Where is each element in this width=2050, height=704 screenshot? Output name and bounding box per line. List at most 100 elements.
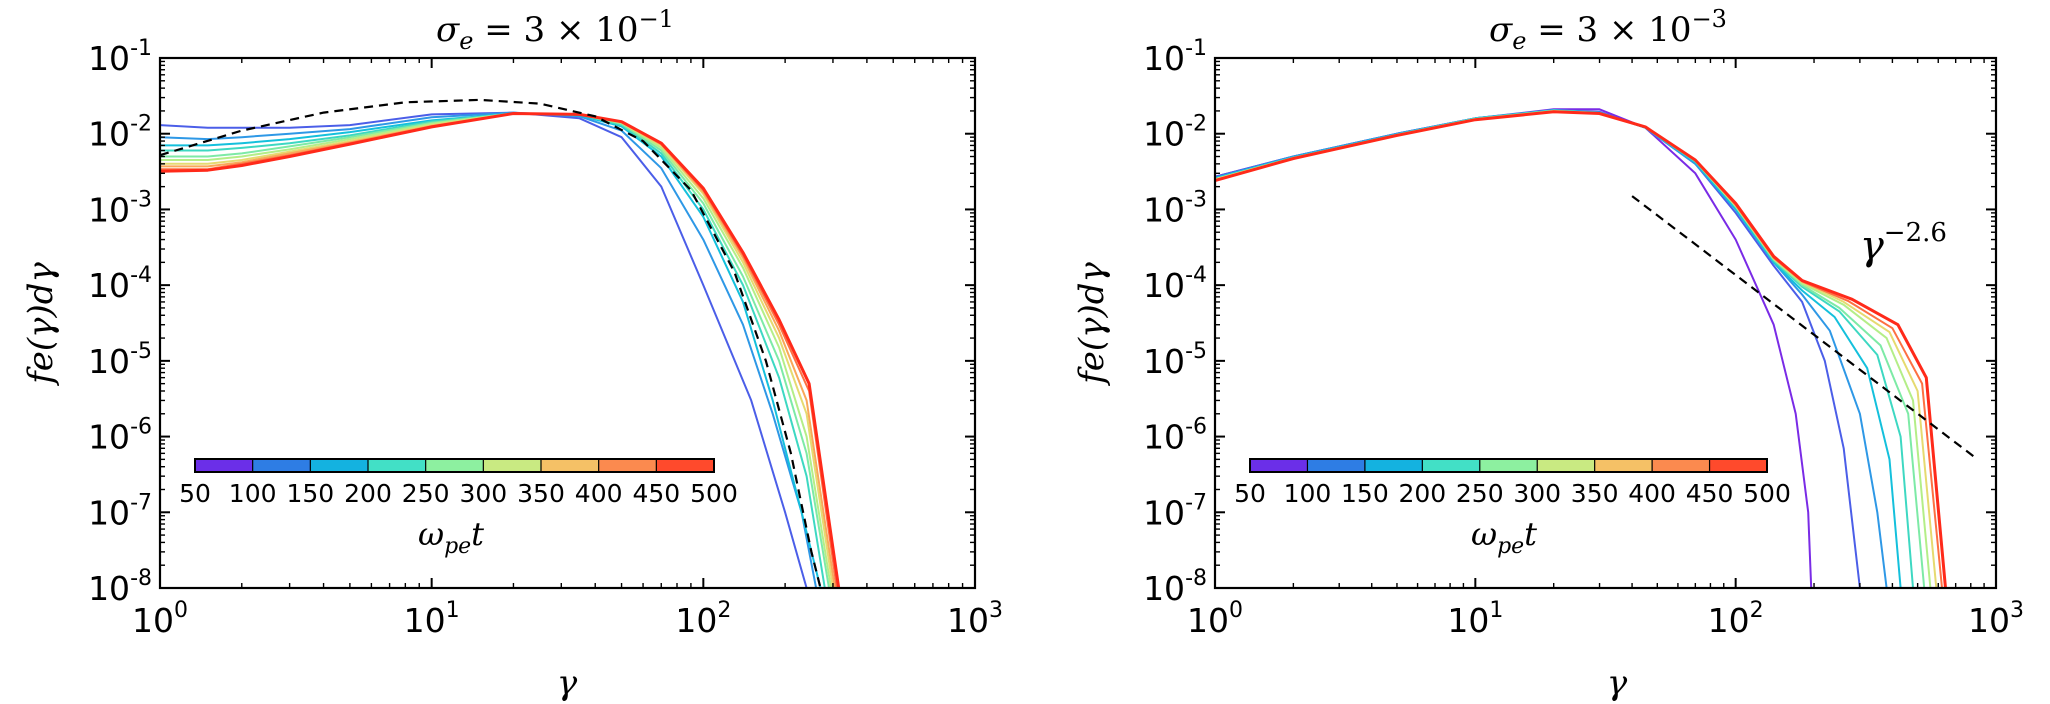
colorbar-tick-label: 500	[1743, 479, 1791, 508]
colorbar-segment	[1709, 459, 1768, 472]
y-tick-label: 10-1	[88, 36, 152, 78]
y-tick-label: 10-7	[1143, 490, 1207, 532]
colorbar-tick-label: 300	[1513, 479, 1561, 508]
left-colorbar-label: ωpet	[418, 515, 484, 559]
colorbar-segment	[541, 459, 600, 472]
y-tick-label: 10-3	[88, 187, 152, 229]
right-chart-title: σe = 3 × 10−3	[1489, 5, 1727, 55]
reference-line-fit	[160, 98, 822, 588]
colorbar-outline	[194, 458, 715, 473]
series-line-200	[1215, 109, 1902, 588]
right-y-axis-label: fe(γ)dγ	[1072, 262, 1112, 387]
x-tick-label: 102	[1708, 598, 1764, 640]
left-chart-lines	[160, 98, 841, 588]
y-tick-label: 10-7	[88, 490, 152, 532]
left-axis-ticks: 100 101 102 103 10-8 10-7 10-6 10-5 10-4 10-3 10-2…	[88, 36, 1003, 640]
x-tick-label: 103	[947, 598, 1003, 640]
series-line-50	[1215, 108, 1813, 588]
colorbar-segment	[1250, 459, 1308, 472]
right-colorbar-label: ωpet	[1471, 515, 1537, 559]
colorbar-tick-label: 200	[1398, 479, 1446, 508]
series-line-300	[1215, 109, 1926, 588]
y-tick-label: 10-4	[1143, 263, 1207, 305]
y-tick-label: 10-5	[1143, 339, 1207, 381]
x-tick-label: 101	[404, 598, 460, 640]
series-line-150	[160, 112, 822, 588]
colorbar-segment	[598, 459, 657, 472]
colorbar-tick-label: 250	[1456, 479, 1504, 508]
reference-line-power-law	[1631, 195, 1979, 461]
x-tick-label: 103	[1968, 598, 2024, 640]
series-line-250	[160, 112, 830, 588]
colorbar-tick-label: 450	[632, 479, 680, 508]
y-tick-label: 10-1	[1143, 36, 1207, 78]
colorbar-segment	[252, 459, 311, 472]
colorbar-tick-label: 50	[1234, 479, 1266, 508]
right-annotations: γ−2.6	[1860, 218, 1947, 269]
colorbar-tick-label: 100	[229, 479, 277, 508]
right-axis-ticks: 100 101 102 103 10-8 10-7 10-6 10-5 10-4 10-3 10-2…	[1143, 36, 2024, 640]
colorbar-tick-label: 350	[517, 479, 565, 508]
x-tick-label: 102	[675, 598, 731, 640]
series-line-400	[1215, 110, 1938, 588]
colorbar-segment	[1307, 459, 1366, 472]
colorbar-tick-label: 150	[1341, 479, 1389, 508]
series-line-500	[1215, 110, 1947, 588]
colorbar-tick-label: 400	[1628, 479, 1676, 508]
colorbar-tick-label: 500	[690, 479, 738, 508]
series-line-400	[160, 112, 836, 588]
colorbar-segment	[1364, 459, 1423, 472]
colorbar-segment	[368, 459, 427, 472]
y-tick-label: 10-6	[1143, 415, 1207, 457]
colorbar-segment	[1652, 459, 1711, 472]
colorbar-segment	[1537, 459, 1596, 472]
colorbar-segment	[425, 459, 484, 472]
series-line-100	[160, 111, 818, 588]
right-plot-frame	[1213, 56, 1998, 590]
left-plot-frame	[158, 56, 977, 590]
y-tick-label: 10-3	[1143, 187, 1207, 229]
x-tick-label: 101	[1447, 598, 1503, 640]
y-tick-label: 10-2	[1143, 112, 1207, 154]
x-tick-label: 100	[1187, 598, 1243, 640]
colorbar-tick-label: 200	[344, 479, 392, 508]
y-tick-label: 10-2	[88, 112, 152, 154]
right-colorbar: 50 100 150 200 250 300 350 400 450 500	[1234, 458, 1791, 508]
left-x-axis-label: γ	[557, 663, 578, 703]
x-tick-label: 100	[132, 598, 188, 640]
colorbar-tick-label: 450	[1686, 479, 1734, 508]
colorbar-tick-label: 100	[1284, 479, 1332, 508]
left-chart-title: σe = 3 × 10−1	[436, 5, 674, 55]
right-chart-panel: σe = 3 × 10−3 100 101 102 10310-810-710-610…	[1072, 5, 2024, 703]
left-y-axis-label: fe(γ)dγ	[21, 262, 61, 387]
y-tick-label: 10-8	[1143, 566, 1207, 608]
series-line-200	[160, 112, 826, 588]
colorbar-segment	[310, 459, 369, 472]
right-chart-lines	[1215, 108, 1979, 588]
colorbar-segment	[483, 459, 542, 472]
y-tick-label: 10-8	[88, 566, 152, 608]
left-chart-panel: σe = 3 × 10−1 100 101 102 10310-810-710-610…	[21, 5, 1003, 703]
series-line-100	[1215, 109, 1861, 588]
series-line-350	[1215, 109, 1932, 588]
colorbar-outline	[1249, 458, 1768, 473]
power-law-annotation: γ−2.6	[1860, 218, 1947, 269]
y-tick-label: 10-5	[88, 339, 152, 381]
colorbar-tick-label: 400	[575, 479, 623, 508]
series-line-500	[160, 112, 841, 588]
colorbar-segment	[1594, 459, 1653, 472]
y-tick-label: 10-4	[88, 263, 152, 305]
colorbar-segment	[1422, 459, 1481, 472]
colorbar-segment	[656, 459, 715, 472]
colorbar-tick-label: 300	[459, 479, 507, 508]
series-line-450	[1215, 110, 1943, 588]
colorbar-tick-label: 50	[179, 479, 211, 508]
colorbar-tick-label: 250	[402, 479, 450, 508]
left-colorbar: 50 100 150 200 250 300 350 400 450 500	[179, 458, 738, 508]
series-line-350	[160, 112, 834, 588]
series-line-450	[160, 112, 838, 588]
colorbar-segment	[1479, 459, 1538, 472]
colorbar-tick-label: 150	[286, 479, 334, 508]
y-tick-label: 10-6	[88, 415, 152, 457]
